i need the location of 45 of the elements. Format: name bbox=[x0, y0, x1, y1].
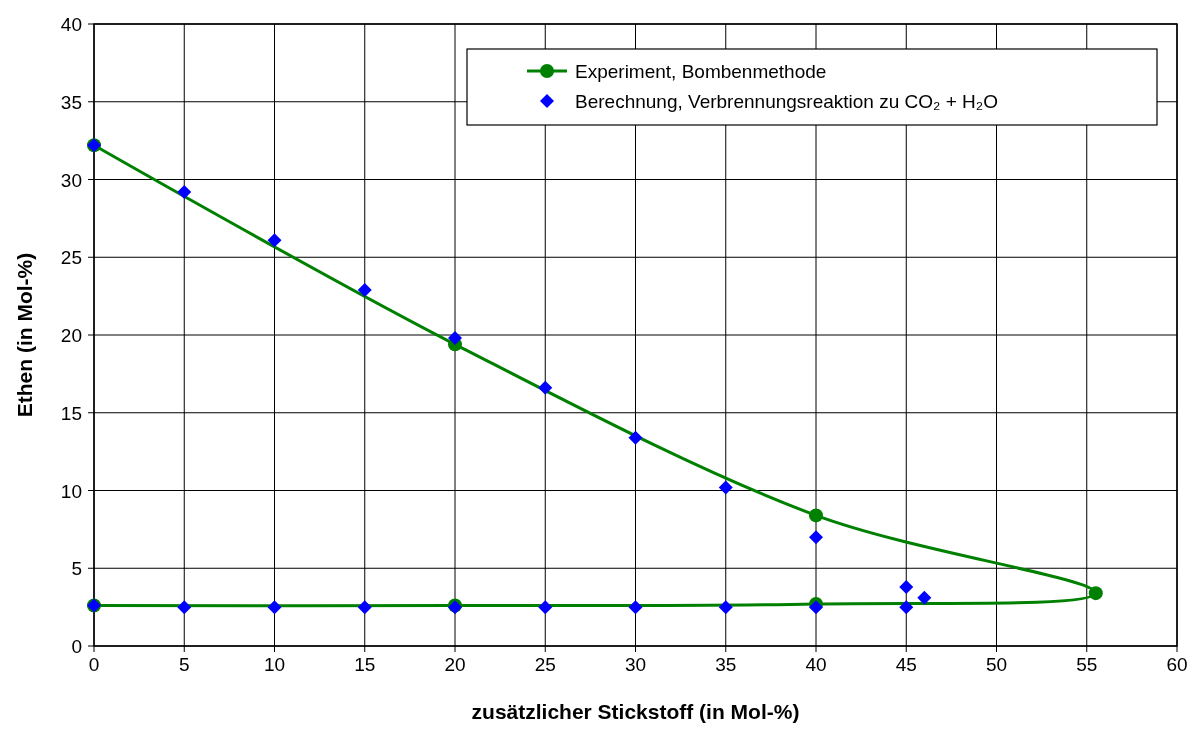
y-tick-label: 5 bbox=[71, 558, 82, 580]
y-axis-title: Ethen (in Mol-%) bbox=[13, 252, 36, 418]
x-tick-label: 5 bbox=[178, 654, 190, 675]
x-tick-label: 40 bbox=[805, 654, 827, 675]
point bbox=[538, 600, 553, 615]
y-tick-label: 0 bbox=[71, 636, 82, 657]
point bbox=[177, 600, 192, 615]
point bbox=[357, 282, 372, 297]
x-tick-label: 15 bbox=[354, 654, 376, 675]
x-tick-label: 55 bbox=[1076, 654, 1098, 675]
point bbox=[448, 331, 462, 346]
point bbox=[628, 430, 643, 445]
legend-label: Berechnung, Verbrennungsreaktion zu CO₂ + H₂O bbox=[575, 91, 998, 112]
x-tick-label: 20 bbox=[444, 654, 466, 675]
point bbox=[809, 530, 823, 545]
point bbox=[628, 600, 643, 615]
x-tick-label: 0 bbox=[88, 654, 100, 675]
point bbox=[899, 579, 914, 594]
y-tick-label: 25 bbox=[60, 247, 82, 269]
y-tick-label: 10 bbox=[60, 480, 82, 502]
y-tick-label: 40 bbox=[60, 14, 82, 35]
point bbox=[177, 184, 192, 199]
point bbox=[718, 600, 733, 615]
point bbox=[917, 590, 932, 605]
x-tick-label: 50 bbox=[985, 654, 1008, 675]
point bbox=[718, 480, 733, 495]
x-tick-label: 30 bbox=[624, 654, 647, 675]
point bbox=[267, 600, 282, 615]
y-tick-label: 35 bbox=[60, 91, 82, 113]
legend-label: Experiment, Bombenmethode bbox=[575, 61, 827, 82]
point bbox=[899, 600, 914, 615]
x-axis-title: zusätzlicher Stickstoff (in Mol-%) bbox=[471, 700, 800, 723]
point bbox=[809, 508, 823, 523]
point bbox=[538, 380, 553, 395]
point bbox=[267, 233, 282, 248]
x-tick-label: 60 bbox=[1166, 654, 1188, 675]
x-tick-label: 45 bbox=[895, 654, 917, 675]
point bbox=[357, 600, 372, 615]
y-tick-label: 20 bbox=[60, 325, 82, 346]
x-tick-label: 10 bbox=[263, 654, 286, 675]
point bbox=[1088, 586, 1103, 601]
y-tick-label: 15 bbox=[60, 402, 82, 424]
x-tick-label: 35 bbox=[715, 654, 737, 675]
x-tick-label: 25 bbox=[534, 654, 556, 675]
y-tick-label: 30 bbox=[60, 169, 82, 191]
